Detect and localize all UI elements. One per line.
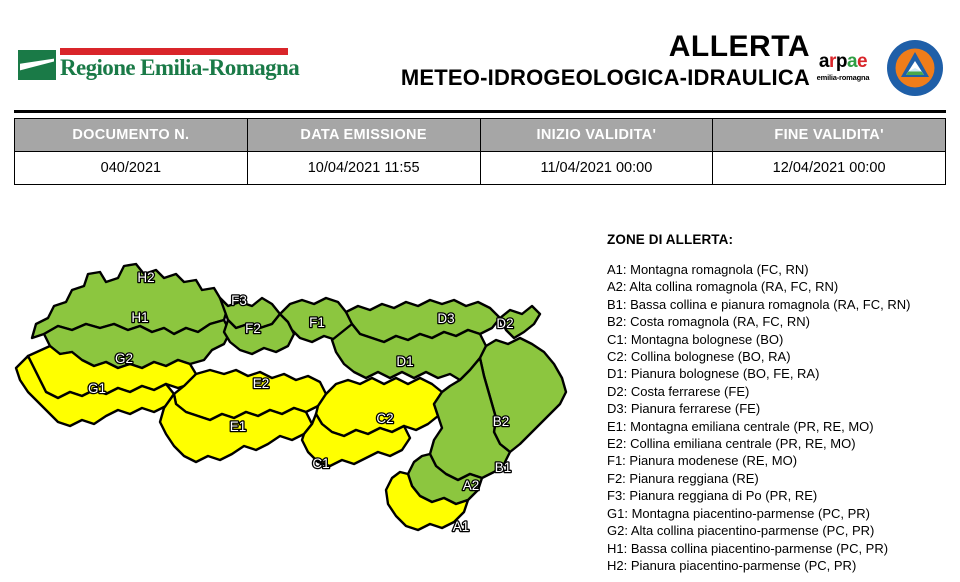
legend-item: F2: Pianura reggiana (RE) — [607, 470, 759, 486]
legend-item: D2: Costa ferrarese (FE) — [607, 383, 750, 399]
arpae-letter-r: r — [828, 51, 836, 72]
legend-title: ZONE DI ALLERTA: — [607, 232, 734, 247]
map-zone-label-a1: A1 — [453, 519, 470, 534]
legend-item: D1: Pianura bolognese (BO, FE, RA) — [607, 366, 820, 382]
map-zone-e1[interactable] — [158, 392, 314, 464]
map-zone-label-e2: E2 — [253, 376, 270, 391]
map-zone-label-c1: C1 — [312, 456, 329, 471]
legend-item: H2: Pianura piacentino-parmense (PC, PR) — [607, 557, 857, 573]
regione-emilia-romagna-logo: Regione Emilia-Romagna — [18, 46, 300, 82]
regione-logo-red-bar — [60, 48, 288, 55]
map-zone-label-h2: H2 — [137, 270, 154, 285]
protezione-civile-logo-icon — [887, 40, 943, 96]
map-zone-label-d1: D1 — [396, 354, 413, 369]
map-zone-label-f2: F2 — [245, 321, 261, 336]
table-row: 040/2021 10/04/2021 11:55 11/04/2021 00:… — [14, 151, 946, 185]
map-zone-label-f1: F1 — [309, 315, 325, 330]
col-fine-validita: FINE VALIDITA' — [712, 118, 946, 152]
page-title: ALLERTA METEO-IDROGEOLOGICA-IDRAULICA — [401, 30, 810, 92]
title-subtitle: METEO-IDROGEOLOGICA-IDRAULICA — [400, 65, 810, 90]
regione-logo-mark-icon — [18, 50, 56, 80]
map-svg: H2 H1 G2 G1 F3 F2 F1 E2 E1 D3 D2 D1 C2 C1 B2 B1 A2 A1 — [14, 262, 568, 535]
legend-item: A1: Montagna romagnola (FC, RN) — [607, 262, 809, 277]
col-documento-n: DOCUMENTO N. — [14, 118, 248, 152]
arpae-letter-e: e — [857, 51, 868, 72]
alert-zones-map: H2 H1 G2 G1 F3 F2 F1 E2 E1 D3 D2 D1 C2 C1 B2 B1 A2 A1 — [14, 228, 584, 578]
legend-item: B2: Costa romagnola (RA, FC, RN) — [607, 314, 811, 330]
map-zone-label-g1: G1 — [88, 381, 106, 396]
map-zone-label-c2: C2 — [376, 411, 393, 426]
arpae-logo: arpae emilia-romagna — [812, 52, 874, 82]
legend-item: C2: Collina bolognese (BO, RA) — [607, 349, 791, 365]
map-zone-a1[interactable] — [384, 470, 470, 532]
cell-inizio-validita: 11/04/2021 00:00 — [479, 151, 714, 185]
legend-item: G2: Alta collina piacentino-parmense (PC… — [607, 523, 875, 539]
map-zone-c1[interactable] — [300, 412, 412, 468]
legend-item: E2: Collina emiliana centrale (PR, RE, M… — [607, 436, 856, 452]
legend-item: G1: Montagna piacentino-parmense (PC, PR… — [607, 505, 871, 521]
map-zone-label-d2: D2 — [496, 316, 513, 331]
map-zone-label-g2: G2 — [115, 351, 133, 366]
arpae-subtitle: emilia-romagna — [816, 73, 870, 82]
page-header: Regione Emilia-Romagna ALLERTA METEO-IDR… — [0, 0, 960, 100]
col-inizio-validita: INIZIO VALIDITA' — [479, 118, 714, 152]
map-zone-d2[interactable] — [498, 304, 542, 340]
arpae-letter-a2: a — [846, 51, 858, 72]
arpae-letter-p: p — [835, 51, 848, 72]
cell-fine-validita: 12/04/2021 00:00 — [712, 151, 946, 185]
legend-item: E1: Montagna emiliana centrale (PR, RE, … — [607, 418, 874, 434]
header-divider — [14, 110, 946, 113]
legend-list: A1: Montagna romagnola (FC, RN) A2: Alta … — [607, 261, 957, 574]
table-header-row: DOCUMENTO N. DATA EMISSIONE INIZIO VALID… — [14, 118, 946, 152]
legend-item: H1: Bassa collina piacentino-parmense (P… — [607, 540, 889, 556]
legend-item: C1: Montagna bolognese (BO) — [607, 331, 784, 347]
legend-item: A2: Alta collina romagnola (RA, FC, RN) — [607, 279, 839, 295]
map-zone-label-b2: B2 — [493, 414, 510, 429]
legend-panel: ZONE DI ALLERTA: A1: Montagna romagnola … — [607, 232, 957, 574]
map-zone-label-a2: A2 — [463, 478, 480, 493]
map-zone-label-d3: D3 — [437, 311, 454, 326]
legend-item: F3: Pianura reggiana di Po (PR, RE) — [607, 488, 818, 504]
map-zone-label-e1: E1 — [230, 419, 247, 434]
cell-documento-n: 040/2021 — [14, 151, 248, 185]
map-zone-label-h1: H1 — [131, 310, 148, 325]
legend-item: F1: Pianura modenese (RE, MO) — [607, 453, 798, 469]
arpae-letter-a: a — [818, 51, 830, 72]
map-zone-label-f3: F3 — [231, 293, 247, 308]
arpae-wordmark: arpae — [812, 52, 874, 71]
document-info-table: DOCUMENTO N. DATA EMISSIONE INIZIO VALID… — [14, 118, 946, 185]
col-data-emissione: DATA EMISSIONE — [246, 118, 481, 152]
legend-item: B1: Bassa collina e pianura romagnola (R… — [607, 296, 911, 312]
legend-item: D3: Pianura ferrarese (FE) — [607, 401, 761, 417]
cell-data-emissione: 10/04/2021 11:55 — [246, 151, 481, 185]
map-zone-f2[interactable] — [222, 312, 296, 356]
map-zone-label-b1: B1 — [495, 460, 512, 475]
title-allerta: ALLERTA — [668, 30, 810, 63]
regione-logo-wordmark: Regione Emilia-Romagna — [60, 55, 300, 80]
